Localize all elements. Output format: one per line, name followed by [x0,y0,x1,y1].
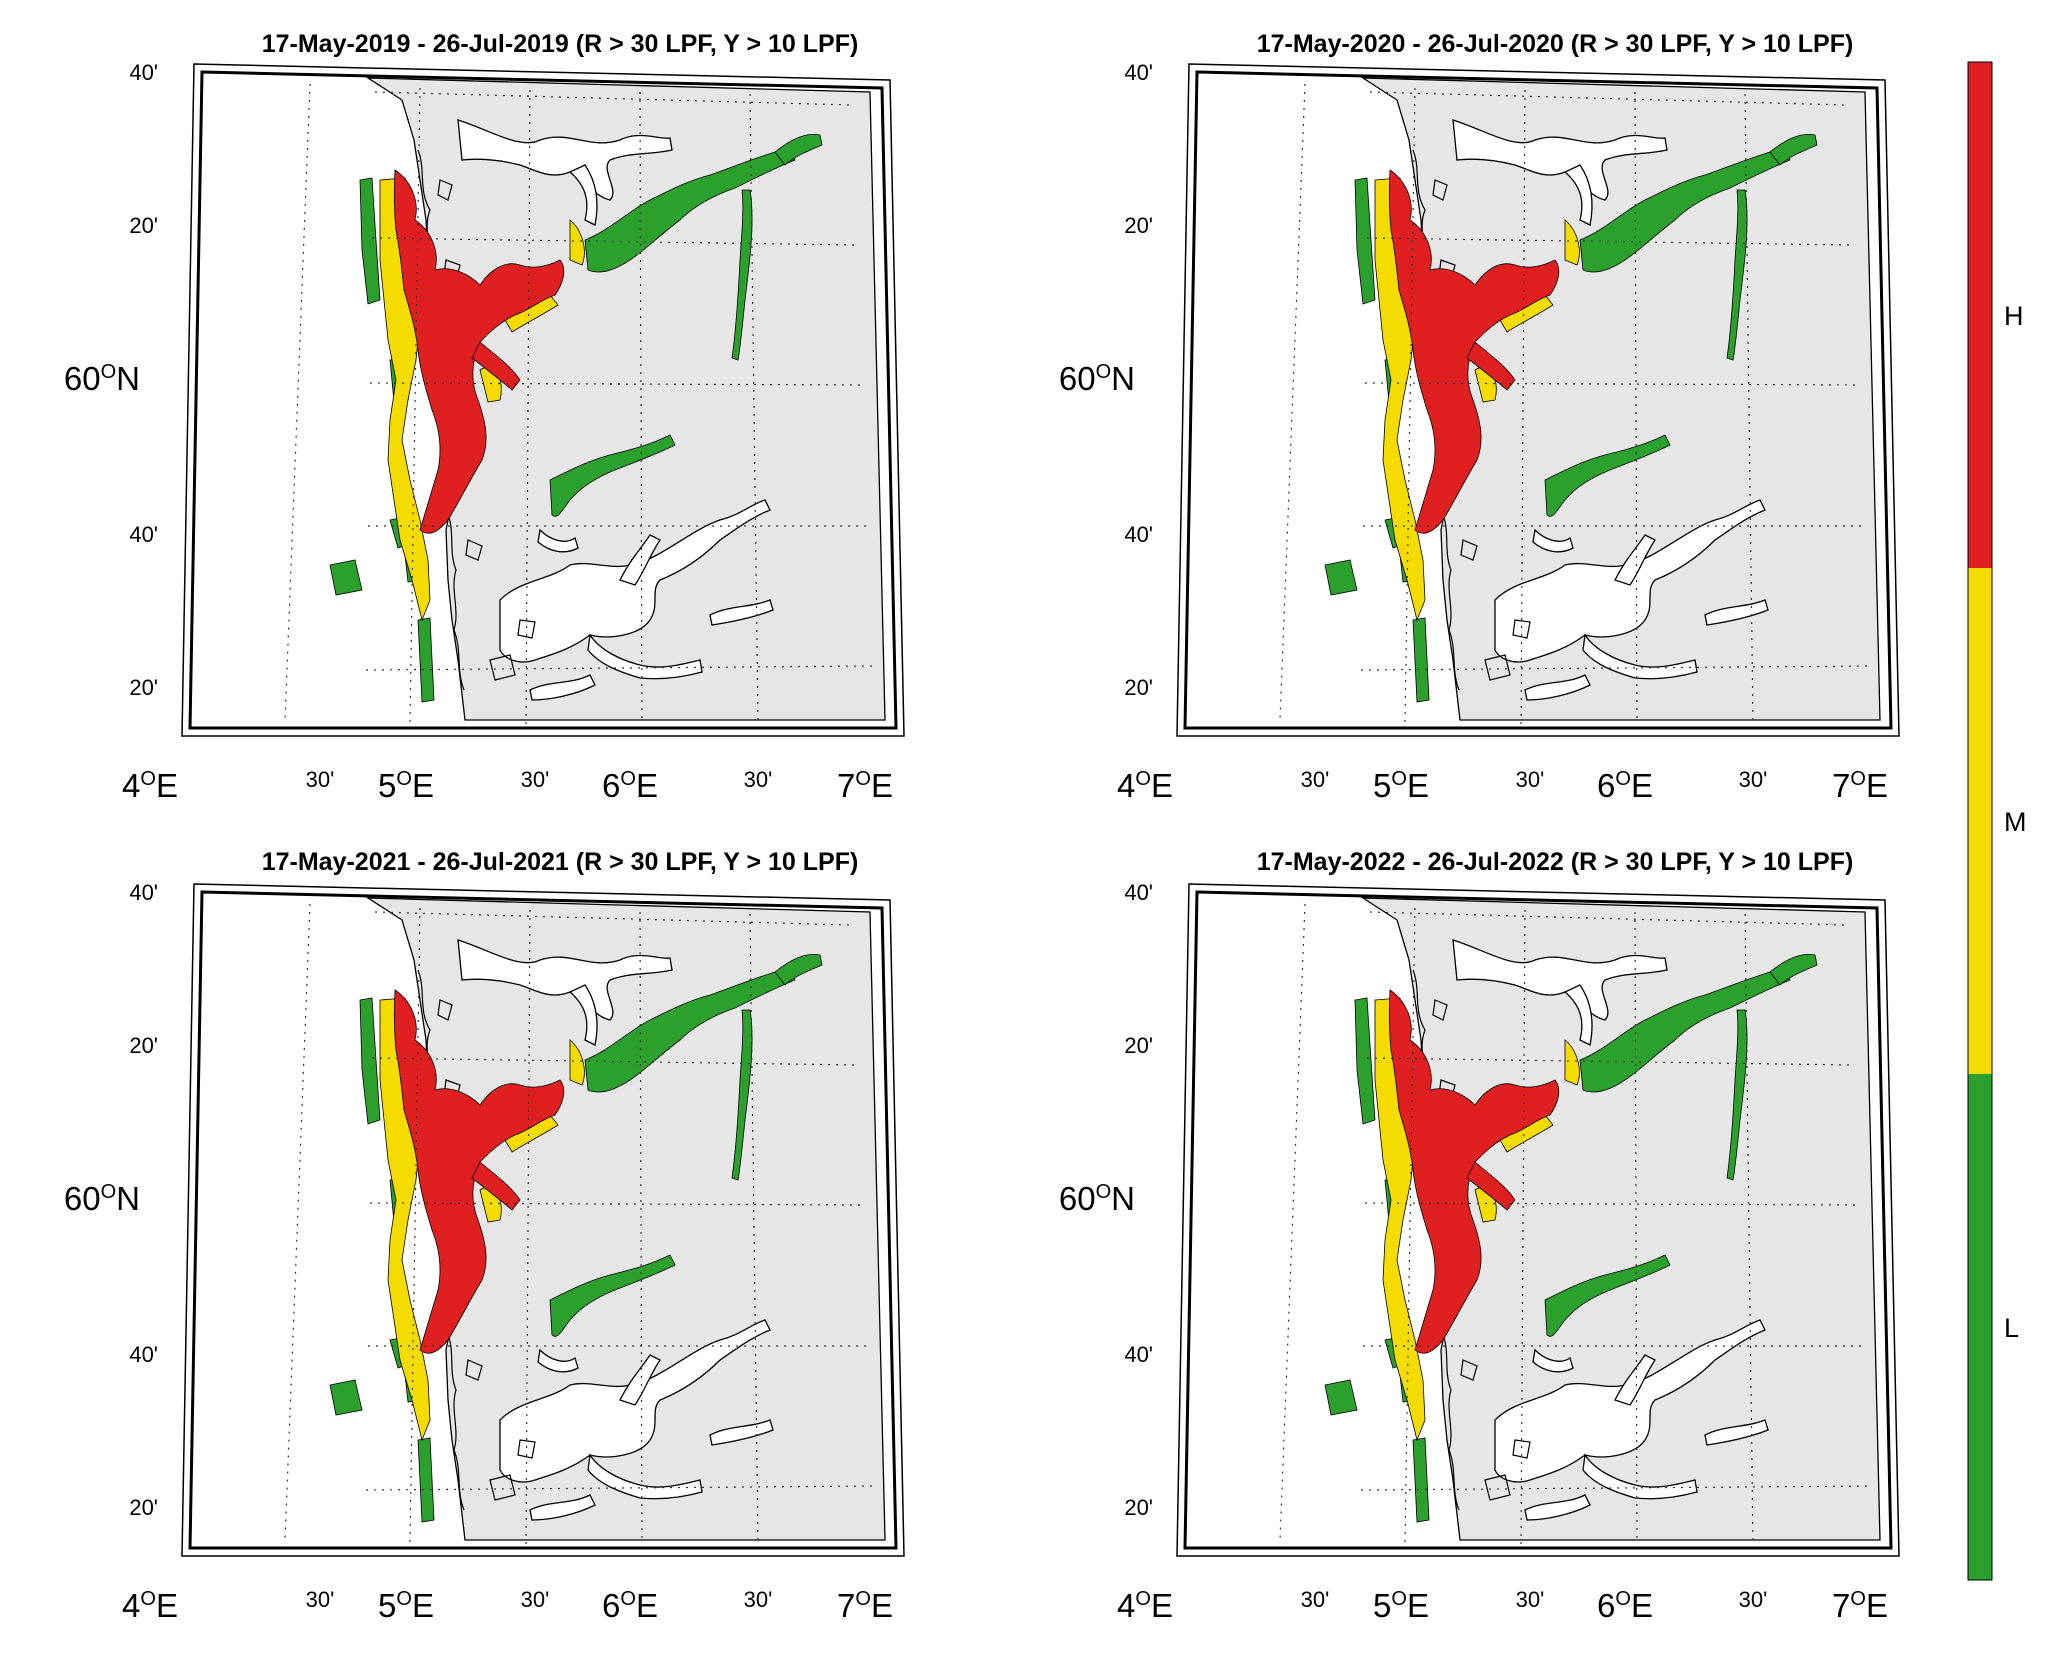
map-body [180,62,906,738]
lon-label-main: 7OE [1832,767,1888,804]
lon-label-main: 4OE [1117,767,1173,804]
panel-title: 17-May-2022 - 26-Jul-2022 (R > 30 LPF, Y… [1257,848,1854,876]
colorbar-frame [1967,61,1993,1581]
lat-label: 20' [129,1495,158,1520]
lon-label-main: 7OE [837,1587,893,1624]
lat-label: 20' [129,1033,158,1058]
lat-label: 20' [1124,1033,1153,1058]
lon-label: 30' [521,1587,550,1612]
lon-label: 30' [744,1587,773,1612]
lat-label: 20' [1124,675,1153,700]
lon-label-main: 5OE [378,767,434,804]
lon-label-main: 4OE [122,767,178,804]
colorbar-label: M [2004,807,2027,837]
colorbar-label: L [2004,1313,2019,1343]
lat-label: 40' [1124,1342,1153,1367]
panel-title: 17-May-2019 - 26-Jul-2019 (R > 30 LPF, Y… [262,30,859,58]
lon-label-main: 6OE [602,767,658,804]
lon-label-main: 6OE [602,1587,658,1624]
lon-label-main: 7OE [1832,1587,1888,1624]
map-panel: 17-May-2019 - 26-Jul-2019 (R > 30 LPF, Y… [64,30,906,804]
lon-label-main: 6OE [1597,767,1653,804]
colorbar-segment-m [1968,568,1992,1074]
map-body [1175,62,1901,738]
lat-label: 20' [1124,1495,1153,1520]
map-body [180,882,906,1558]
panel-title: 17-May-2021 - 26-Jul-2021 (R > 30 LPF, Y… [262,848,859,876]
lat-label-main: 60ON [64,1180,140,1217]
lat-label-main: 60ON [64,360,140,397]
lat-label-main: 60ON [1059,1180,1135,1217]
map-panel: 17-May-2020 - 26-Jul-2020 (R > 30 LPF, Y… [1059,30,1901,804]
map-panel: 17-May-2022 - 26-Jul-2022 (R > 30 LPF, Y… [1059,848,1901,1624]
lat-label: 20' [129,675,158,700]
lon-label: 30' [521,767,550,792]
lon-label-main: 5OE [1373,1587,1429,1624]
map-body [1175,882,1901,1558]
lon-label: 30' [1516,767,1545,792]
lat-label: 40' [129,1342,158,1367]
lon-label: 30' [306,767,335,792]
lon-label-main: 4OE [122,1587,178,1624]
lon-label: 30' [1516,1587,1545,1612]
lon-label: 30' [1739,767,1768,792]
panel-title: 17-May-2020 - 26-Jul-2020 (R > 30 LPF, Y… [1257,30,1854,58]
lon-label: 30' [1301,767,1330,792]
lat-label: 40' [129,60,158,85]
lon-label-main: 4OE [1117,1587,1173,1624]
lat-label-main: 60ON [1059,360,1135,397]
lon-label-main: 6OE [1597,1587,1653,1624]
colorbar-label: H [2004,301,2024,331]
lat-label: 40' [1124,60,1153,85]
lon-label-main: 5OE [1373,767,1429,804]
colorbar-segment-l [1968,1074,1992,1580]
lat-label: 40' [1124,522,1153,547]
lon-label: 30' [306,1587,335,1612]
colorbar-segment-h [1968,62,1992,568]
lat-label: 40' [1124,880,1153,905]
lon-label: 30' [1301,1587,1330,1612]
lat-label: 40' [129,522,158,547]
lat-label: 20' [1124,213,1153,238]
lon-label: 30' [1739,1587,1768,1612]
lat-label: 20' [129,213,158,238]
lat-label: 40' [129,880,158,905]
map-panel: 17-May-2021 - 26-Jul-2021 (R > 30 LPF, Y… [64,848,906,1624]
lon-label-main: 5OE [378,1587,434,1624]
colorbar: L M H [1967,61,2027,1581]
lon-label: 30' [744,767,773,792]
lon-label-main: 7OE [837,767,893,804]
